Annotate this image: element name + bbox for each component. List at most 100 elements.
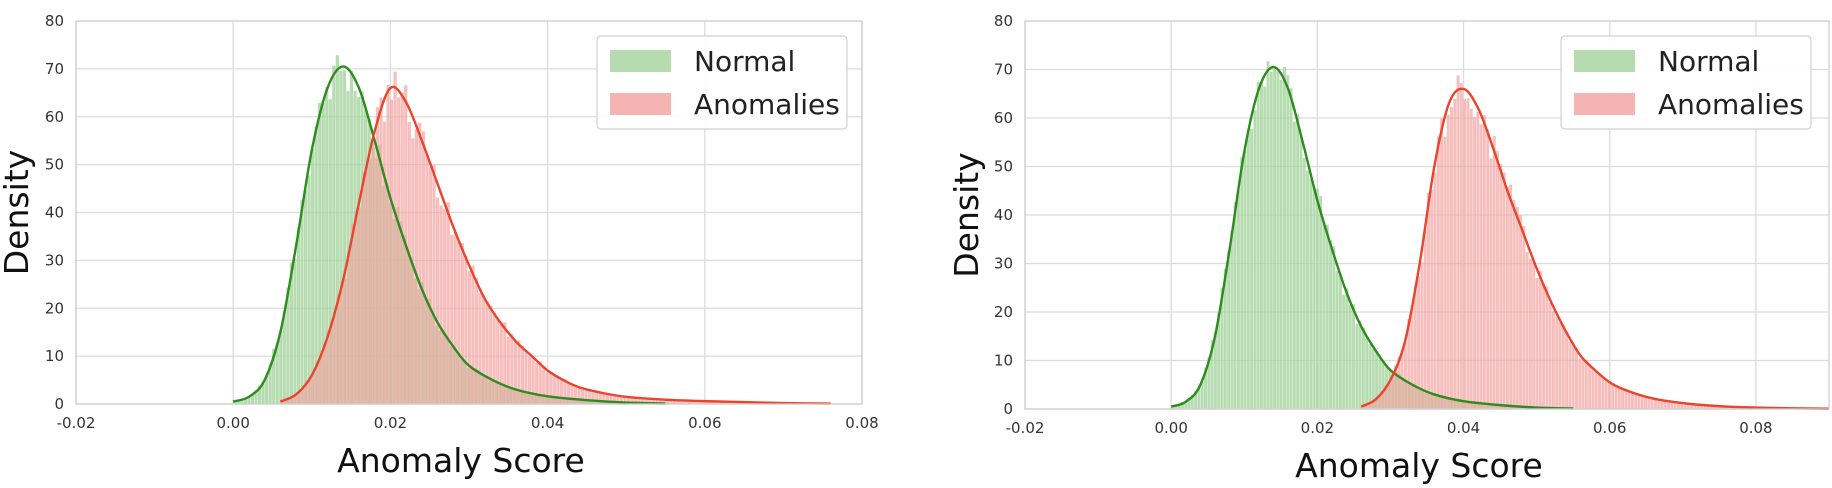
histogram-bin xyxy=(1676,402,1680,409)
histogram-bin xyxy=(651,399,655,404)
histogram-bin xyxy=(308,378,312,404)
histogram-bin xyxy=(1190,394,1194,409)
histogram-bin xyxy=(1657,399,1661,409)
histogram-bin xyxy=(1207,357,1211,409)
histogram-bin xyxy=(1371,400,1375,409)
histogram-bin xyxy=(1273,68,1277,410)
histogram-bin xyxy=(474,277,479,404)
histogram-bin xyxy=(1453,98,1457,409)
histogram-bin xyxy=(1663,400,1667,409)
histogram-bin xyxy=(1197,385,1201,409)
x-tick-label: 0.06 xyxy=(1593,419,1626,437)
y-tick-label: 0 xyxy=(54,395,64,413)
histogram-bin xyxy=(1368,343,1372,409)
histogram-bin xyxy=(1302,158,1306,409)
histogram-bin xyxy=(478,292,482,404)
histogram-bin xyxy=(1634,394,1638,409)
histogram-bin xyxy=(496,318,500,404)
histogram-bin xyxy=(1352,304,1356,409)
histogram-bin xyxy=(280,401,284,404)
histogram-bin xyxy=(287,397,291,404)
histogram-bin xyxy=(1568,341,1572,409)
histogram-bin xyxy=(254,389,258,404)
histogram-bin xyxy=(1719,406,1723,409)
histogram-bin xyxy=(1417,276,1421,409)
histogram-bin xyxy=(1703,405,1707,409)
histogram-bin xyxy=(577,388,581,404)
plot-frame xyxy=(75,20,863,405)
histogram-bin xyxy=(591,390,595,404)
histogram-bin xyxy=(279,331,283,404)
histogram-bin xyxy=(1673,402,1677,409)
histogram-bin xyxy=(1374,399,1378,409)
histogram-bin xyxy=(545,372,549,404)
histogram-bin xyxy=(1250,128,1254,410)
histogram-bin xyxy=(598,392,602,404)
histogram-bin xyxy=(368,158,372,404)
x-tick-label: 0.00 xyxy=(1154,419,1187,437)
x-axis-label: Anomaly Score xyxy=(337,441,585,480)
histogram-bin xyxy=(328,99,332,404)
histogram-bin xyxy=(1433,172,1437,409)
histogram-bin xyxy=(634,396,638,404)
histogram-bin xyxy=(1670,401,1674,409)
histogram-bin xyxy=(265,375,269,404)
histogram-bin xyxy=(520,345,525,404)
histogram-bin xyxy=(711,401,716,404)
gridlines xyxy=(75,20,863,405)
histogram-bin xyxy=(538,361,542,404)
histogram-bin xyxy=(1364,404,1368,409)
histogram-bin xyxy=(1653,399,1657,409)
histogram-bin xyxy=(1384,385,1388,409)
y-tick-label: 20 xyxy=(994,303,1013,321)
histogram-bin xyxy=(1598,374,1601,409)
histogram-bin xyxy=(527,356,532,404)
histogram-bin xyxy=(524,349,528,404)
histogram-bin xyxy=(1459,83,1463,410)
histogram-bin xyxy=(311,149,315,404)
histogram-bin xyxy=(312,372,316,404)
kde-line-anomaly xyxy=(1360,87,1830,410)
histogram-bin xyxy=(1716,406,1720,409)
histogram-bin xyxy=(1194,390,1198,409)
histogram-bin xyxy=(414,128,418,404)
histogram-bin xyxy=(1509,184,1513,409)
histogram-bin xyxy=(326,331,330,404)
histogram-bin xyxy=(407,121,411,405)
histogram-bin xyxy=(354,211,358,404)
legend-swatch-normal xyxy=(1574,50,1635,72)
legend: Normal Anomalies xyxy=(1560,35,1812,130)
histogram-bin xyxy=(690,400,694,404)
histogram-bin xyxy=(626,397,631,404)
legend: Normal Anomalies xyxy=(596,35,848,130)
histogram-bin xyxy=(1276,71,1280,409)
histogram-bin xyxy=(1174,405,1178,409)
x-tick-label: 0.02 xyxy=(374,414,407,432)
histogram-bin xyxy=(1542,283,1546,409)
histogram-bin xyxy=(542,366,546,404)
histogram-bin xyxy=(298,390,302,404)
y-tick-label: 50 xyxy=(994,158,1013,176)
y-tick-label: 40 xyxy=(45,204,64,222)
histogram-bin xyxy=(1230,230,1234,409)
histogram-bin xyxy=(319,355,323,404)
histogram-bin xyxy=(261,381,265,404)
x-tick-label: 0.04 xyxy=(531,414,564,432)
histogram-bin xyxy=(1667,401,1671,409)
histogram-bin xyxy=(697,400,701,404)
histogram-bin xyxy=(658,399,663,404)
histogram-bin xyxy=(318,102,322,404)
histogram-bin xyxy=(1545,286,1549,409)
histogram-bin xyxy=(1469,108,1473,410)
histogram-bin xyxy=(1200,382,1204,409)
histogram-bin xyxy=(1358,320,1362,409)
histogram-bin xyxy=(1584,359,1588,409)
histogram-bin xyxy=(1397,356,1401,409)
histogram-bin xyxy=(1407,318,1411,409)
histogram-bin xyxy=(1263,86,1267,410)
histogram-bin xyxy=(1380,390,1384,409)
histogram-bin xyxy=(325,86,329,405)
histogram-bin xyxy=(1637,394,1641,409)
histogram-bin xyxy=(485,301,489,404)
histogram-bin xyxy=(428,166,433,404)
